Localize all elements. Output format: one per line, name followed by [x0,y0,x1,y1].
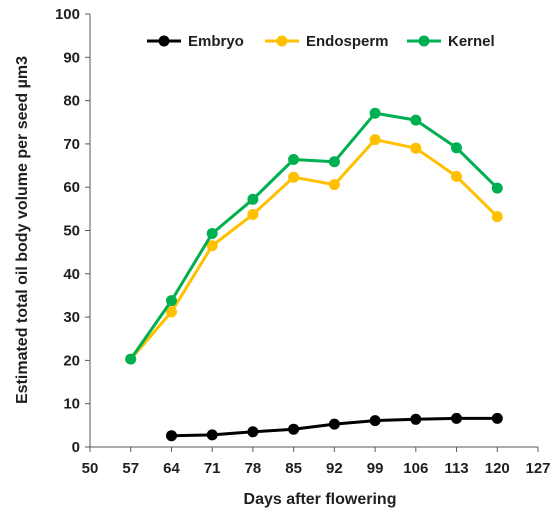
y-tick-label: 30 [63,309,80,326]
x-tick-label: 113 [444,460,468,477]
series-line-kernel [129,111,499,360]
x-tick-label: 120 [485,460,510,477]
data-point-endosperm [410,142,422,154]
series-endosperm [125,134,503,365]
x-tick-label: 127 [525,460,550,477]
y-tick-label: 70 [63,136,80,153]
data-point-embryo [206,429,218,441]
y-tick-label: 50 [63,223,80,240]
data-point-endosperm [166,306,177,318]
legend-item-endosperm: Endosperm [265,33,389,50]
x-tick-label: 50 [82,460,99,477]
data-point-endosperm [451,170,462,182]
data-point-kernel [247,193,259,205]
y-tick-label: 20 [63,352,80,369]
data-point-kernel [328,156,340,168]
y-tick-label: 90 [63,49,80,66]
x-tick-label: 57 [122,460,139,477]
data-point-embryo [166,430,177,442]
data-point-kernel [491,182,503,194]
data-point-kernel [410,114,422,126]
x-axis-ticks: 50 57 64 71 78 85 92 99 106 113 120 127 [82,447,550,477]
legend: Embryo Endosperm Kernel [147,33,495,50]
legend-swatch-marker [276,35,288,47]
x-axis-title: Days after flowering [244,491,397,508]
data-point-kernel [288,154,300,165]
x-tick-label: 92 [326,460,343,477]
series-line-endosperm [129,138,499,361]
legend-item-kernel: Kernel [407,33,495,50]
data-series [125,107,503,442]
y-tick-label: 100 [55,6,80,23]
x-tick-label: 106 [403,460,428,477]
data-point-embryo [328,418,340,430]
data-point-endosperm [288,171,300,183]
series-embryo [166,412,503,442]
data-point-kernel [206,228,218,239]
data-point-embryo [369,415,381,427]
data-point-embryo [491,412,503,424]
data-point-embryo [288,423,300,435]
legend-item-embryo: Embryo [147,33,244,50]
legend-swatch-marker [158,35,170,47]
data-point-kernel [369,107,381,119]
data-point-kernel [125,353,137,365]
y-axis-title: Estimated total oil body volume per seed… [14,56,31,404]
data-point-embryo [410,413,422,425]
data-point-kernel [166,295,177,307]
y-axis-ticks: 0 10 20 30 40 50 60 70 80 90 100 [55,6,90,456]
y-tick-label: 60 [63,179,80,196]
data-point-endosperm [491,211,503,223]
data-point-endosperm [247,209,259,220]
x-tick-label: 99 [367,460,384,477]
legend-label-kernel: Kernel [448,33,495,50]
plot-frame [89,14,538,448]
data-point-endosperm [369,134,381,146]
y-tick-label: 40 [63,266,80,283]
data-point-embryo [247,426,259,438]
data-point-endosperm [328,179,340,191]
data-point-endosperm [206,240,218,252]
y-tick-label: 0 [72,439,80,456]
data-point-embryo [451,412,462,424]
y-tick-label: 80 [63,93,80,110]
x-tick-label: 85 [285,460,302,477]
series-kernel [125,107,503,365]
x-tick-label: 71 [204,460,221,477]
x-tick-label: 64 [163,460,180,477]
legend-label-embryo: Embryo [188,33,244,50]
legend-label-endosperm: Endosperm [306,33,389,50]
y-tick-label: 10 [63,396,80,413]
data-point-kernel [451,142,462,154]
legend-swatch-marker [418,35,430,47]
x-tick-label: 78 [245,460,262,477]
